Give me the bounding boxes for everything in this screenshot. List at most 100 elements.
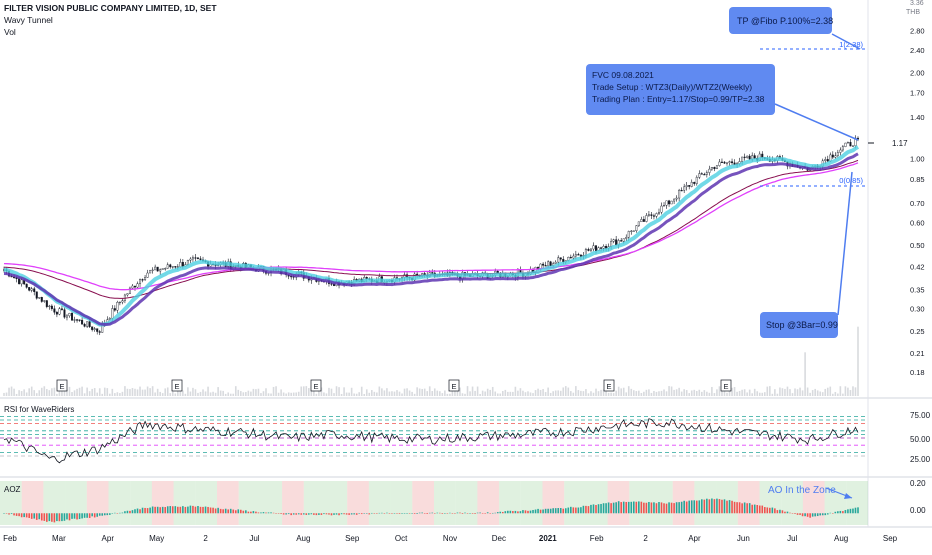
volume-bar bbox=[554, 390, 557, 396]
volume-bar bbox=[433, 388, 436, 396]
ao-bar bbox=[607, 502, 610, 514]
candle-body bbox=[154, 266, 157, 271]
ao-bar bbox=[207, 506, 209, 514]
ao-bar bbox=[229, 508, 232, 514]
ao-zone-band bbox=[434, 481, 456, 525]
ao-zone-band bbox=[151, 481, 174, 525]
ao-bar bbox=[592, 504, 595, 514]
candle-body bbox=[88, 321, 91, 327]
volume-bar bbox=[343, 387, 345, 396]
volume-bar bbox=[189, 391, 192, 396]
ao-bar bbox=[310, 513, 313, 515]
ao-bar bbox=[376, 513, 378, 514]
volume-bar bbox=[612, 393, 615, 396]
ao-bar bbox=[776, 510, 779, 514]
setup-callout[interactable] bbox=[586, 64, 775, 115]
ao-bar bbox=[711, 498, 713, 514]
candle-body bbox=[50, 305, 53, 309]
volume-bar bbox=[454, 387, 456, 396]
volume-bar bbox=[214, 392, 217, 396]
earnings-marker-box bbox=[720, 379, 732, 392]
rsi-series bbox=[3, 418, 859, 464]
volume-bar bbox=[693, 389, 696, 396]
ao-bar bbox=[353, 513, 355, 515]
candle-body bbox=[58, 308, 61, 315]
ao-bar bbox=[345, 513, 348, 515]
ao-bar bbox=[821, 513, 824, 516]
candle-body bbox=[191, 257, 194, 260]
volume-bar bbox=[423, 388, 426, 396]
stop-callout[interactable] bbox=[760, 312, 838, 338]
price-tick: 0.85 bbox=[910, 175, 925, 184]
indicator-wavy-tunnel[interactable]: Wavy Tunnel bbox=[4, 15, 53, 25]
ao-bar bbox=[348, 513, 350, 515]
ao-bar bbox=[275, 513, 277, 514]
ao-bar bbox=[716, 498, 718, 514]
volume-bar bbox=[607, 392, 610, 396]
volume-bar bbox=[38, 390, 41, 396]
candle-body bbox=[76, 319, 79, 321]
volume-bar bbox=[234, 386, 237, 396]
earnings-marker-box bbox=[56, 379, 68, 392]
earnings-marker-text: E bbox=[174, 382, 179, 391]
ao-bar bbox=[388, 513, 391, 514]
ao-bar bbox=[562, 508, 565, 514]
volume-bar bbox=[685, 390, 688, 396]
volume-bar bbox=[30, 386, 33, 396]
volume-bar bbox=[267, 393, 270, 396]
volume-bar bbox=[373, 391, 376, 396]
volume-bar bbox=[179, 387, 182, 396]
ao-zone-band bbox=[824, 481, 847, 525]
volume-bar bbox=[270, 393, 272, 396]
volume-bar bbox=[537, 388, 539, 396]
time-tick: Jul bbox=[787, 534, 797, 543]
ao-bar bbox=[577, 507, 580, 514]
price-tick: 0.70 bbox=[910, 199, 925, 208]
indicator-volume[interactable]: Vol bbox=[4, 27, 16, 37]
ao-bar bbox=[713, 499, 716, 514]
ao-bar bbox=[570, 506, 572, 514]
ao-bar bbox=[396, 513, 398, 514]
ao-bar bbox=[81, 513, 83, 519]
candle-body bbox=[557, 257, 560, 263]
candle-body bbox=[680, 189, 683, 192]
ao-bar bbox=[527, 510, 529, 514]
volume-bar bbox=[789, 389, 791, 396]
ao-bar bbox=[179, 506, 182, 514]
volume-bar bbox=[358, 392, 361, 396]
candle-body bbox=[589, 248, 592, 251]
ao-bar bbox=[393, 513, 396, 514]
volume-bar bbox=[801, 390, 804, 396]
candle-body bbox=[831, 154, 834, 158]
volume-bar bbox=[177, 389, 179, 396]
volume-bar bbox=[731, 387, 733, 396]
volume-bar bbox=[295, 392, 298, 396]
candle-body bbox=[567, 256, 570, 261]
ao-bar bbox=[539, 509, 542, 514]
volume-bar bbox=[35, 393, 38, 396]
candle-body bbox=[577, 254, 580, 256]
ao-bar bbox=[590, 504, 592, 514]
ao-bar bbox=[282, 513, 285, 515]
ao-bar bbox=[751, 504, 753, 514]
volume-bar bbox=[355, 393, 358, 396]
ao-bar bbox=[126, 510, 129, 514]
ao-zone-band bbox=[759, 481, 782, 525]
time-tick: Aug bbox=[834, 534, 848, 543]
ao-bar bbox=[663, 503, 665, 514]
candle-body bbox=[612, 239, 615, 242]
time-axis-ticks: Feb Mar Apr May 2 Jul Aug Sep Oct Nov Dec 2021 Feb 2 A… bbox=[3, 534, 898, 543]
ao-bar bbox=[683, 500, 685, 514]
ao-zone-band bbox=[477, 481, 500, 525]
ao-bar bbox=[328, 513, 330, 515]
volume-bar bbox=[544, 392, 547, 396]
candle-body bbox=[25, 283, 28, 288]
volume-bar bbox=[605, 387, 607, 396]
ao-bar bbox=[426, 513, 429, 514]
volume-bar bbox=[837, 393, 839, 396]
tp-callout[interactable] bbox=[729, 7, 832, 34]
volume-bar bbox=[333, 393, 335, 396]
ao-bar bbox=[446, 513, 449, 514]
